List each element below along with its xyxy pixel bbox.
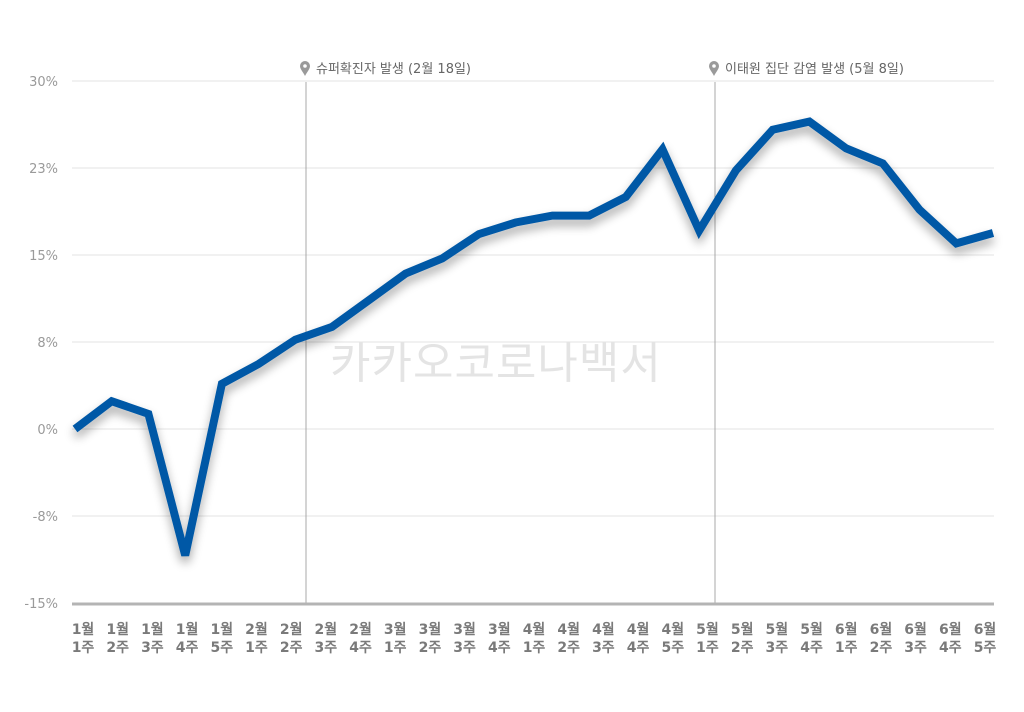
x-tick-week: 4주 bbox=[800, 640, 823, 656]
y-tick-label: 0% bbox=[37, 423, 58, 438]
x-tick-month: 6월 bbox=[870, 621, 893, 638]
x-tick-week: 3주 bbox=[453, 640, 476, 656]
x-tick-month: 6월 bbox=[974, 621, 997, 638]
map-pin-icon bbox=[300, 61, 310, 76]
x-tick-week: 2주 bbox=[731, 640, 754, 656]
y-tick-label: -8% bbox=[33, 510, 58, 525]
x-tick-week: 1주 bbox=[384, 640, 407, 656]
annotation-label: 슈퍼확진자 발생 (2월 18일) bbox=[316, 62, 471, 77]
y-tick-label: 30% bbox=[29, 75, 58, 90]
x-tick-month: 3월 bbox=[453, 621, 476, 638]
x-tick-week: 2주 bbox=[280, 640, 303, 656]
gridlines bbox=[72, 80, 994, 517]
x-tick-week: 3주 bbox=[315, 640, 338, 656]
map-pin-icon bbox=[709, 61, 719, 76]
x-tick-month: 5월 bbox=[766, 621, 789, 638]
x-tick-month: 1월 bbox=[176, 621, 199, 638]
x-tick-month: 5월 bbox=[800, 621, 823, 638]
x-tick-week: 4주 bbox=[488, 640, 511, 656]
x-tick-month: 2월 bbox=[245, 621, 268, 638]
x-tick-month: 2월 bbox=[315, 621, 338, 638]
x-tick-week: 3주 bbox=[766, 640, 789, 656]
x-tick-week: 3주 bbox=[904, 640, 927, 656]
x-axis-labels: 1월 1주 1월 2주 1월 3주 1월 4주 1월 5주 2월 1주 2월 2주 2월 3주 2월 4주 3월 1주… bbox=[72, 621, 997, 656]
x-tick-month: 2월 bbox=[349, 621, 372, 638]
x-tick-month: 6월 bbox=[835, 621, 858, 638]
y-tick-label: 15% bbox=[29, 249, 58, 264]
x-tick-week: 2주 bbox=[106, 640, 129, 656]
y-tick-label: 23% bbox=[29, 162, 58, 177]
series-line bbox=[72, 117, 995, 557]
x-tick-month: 6월 bbox=[904, 621, 927, 638]
x-tick-week: 3주 bbox=[592, 640, 615, 656]
x-tick-month: 1월 bbox=[141, 621, 164, 638]
event-annotations: 슈퍼확진자 발생 (2월 18일) 이태원 집단 감염 발생 (5월 8일) bbox=[300, 61, 904, 603]
x-tick-month: 3월 bbox=[488, 621, 511, 638]
y-axis-labels: 30% 23% 15% 8% 0% -8% -15% bbox=[24, 75, 58, 612]
x-tick-month: 1월 bbox=[106, 621, 129, 638]
x-tick-week: 5주 bbox=[974, 640, 997, 656]
x-tick-week: 2주 bbox=[419, 640, 442, 656]
x-tick-month: 5월 bbox=[731, 621, 754, 638]
x-tick-week: 1주 bbox=[835, 640, 858, 656]
x-tick-month: 3월 bbox=[419, 621, 442, 638]
x-tick-month: 4월 bbox=[627, 621, 650, 638]
annotation-label: 이태원 집단 감염 발생 (5월 8일) bbox=[725, 62, 904, 77]
x-tick-week: 4주 bbox=[627, 640, 650, 656]
x-tick-month: 1월 bbox=[72, 621, 95, 638]
x-tick-week: 4주 bbox=[939, 640, 962, 656]
x-tick-week: 1주 bbox=[696, 640, 719, 656]
x-tick-week: 2주 bbox=[557, 640, 580, 656]
x-tick-week: 1주 bbox=[523, 640, 546, 656]
x-tick-week: 4주 bbox=[176, 640, 199, 656]
y-tick-label: -15% bbox=[24, 597, 58, 612]
x-tick-month: 5월 bbox=[696, 621, 719, 638]
x-tick-month: 1월 bbox=[210, 621, 233, 638]
x-tick-week: 4주 bbox=[349, 640, 372, 656]
x-tick-week: 1주 bbox=[245, 640, 268, 656]
x-tick-month: 6월 bbox=[939, 621, 962, 638]
x-tick-week: 3주 bbox=[141, 640, 164, 656]
x-tick-month: 4월 bbox=[592, 621, 615, 638]
x-tick-month: 4월 bbox=[523, 621, 546, 638]
y-tick-label: 8% bbox=[37, 336, 58, 351]
x-tick-week: 5주 bbox=[210, 640, 233, 656]
x-tick-week: 1주 bbox=[72, 640, 95, 656]
x-tick-week: 5주 bbox=[661, 640, 684, 656]
annotation: 이태원 집단 감염 발생 (5월 8일) bbox=[709, 61, 904, 603]
x-tick-month: 2월 bbox=[280, 621, 303, 638]
x-tick-month: 3월 bbox=[384, 621, 407, 638]
x-tick-month: 4월 bbox=[661, 621, 684, 638]
x-tick-week: 2주 bbox=[870, 640, 893, 656]
x-tick-month: 4월 bbox=[557, 621, 580, 638]
annotation: 슈퍼확진자 발생 (2월 18일) bbox=[300, 61, 471, 603]
watermark: 카카오코로나백서 bbox=[330, 338, 662, 389]
